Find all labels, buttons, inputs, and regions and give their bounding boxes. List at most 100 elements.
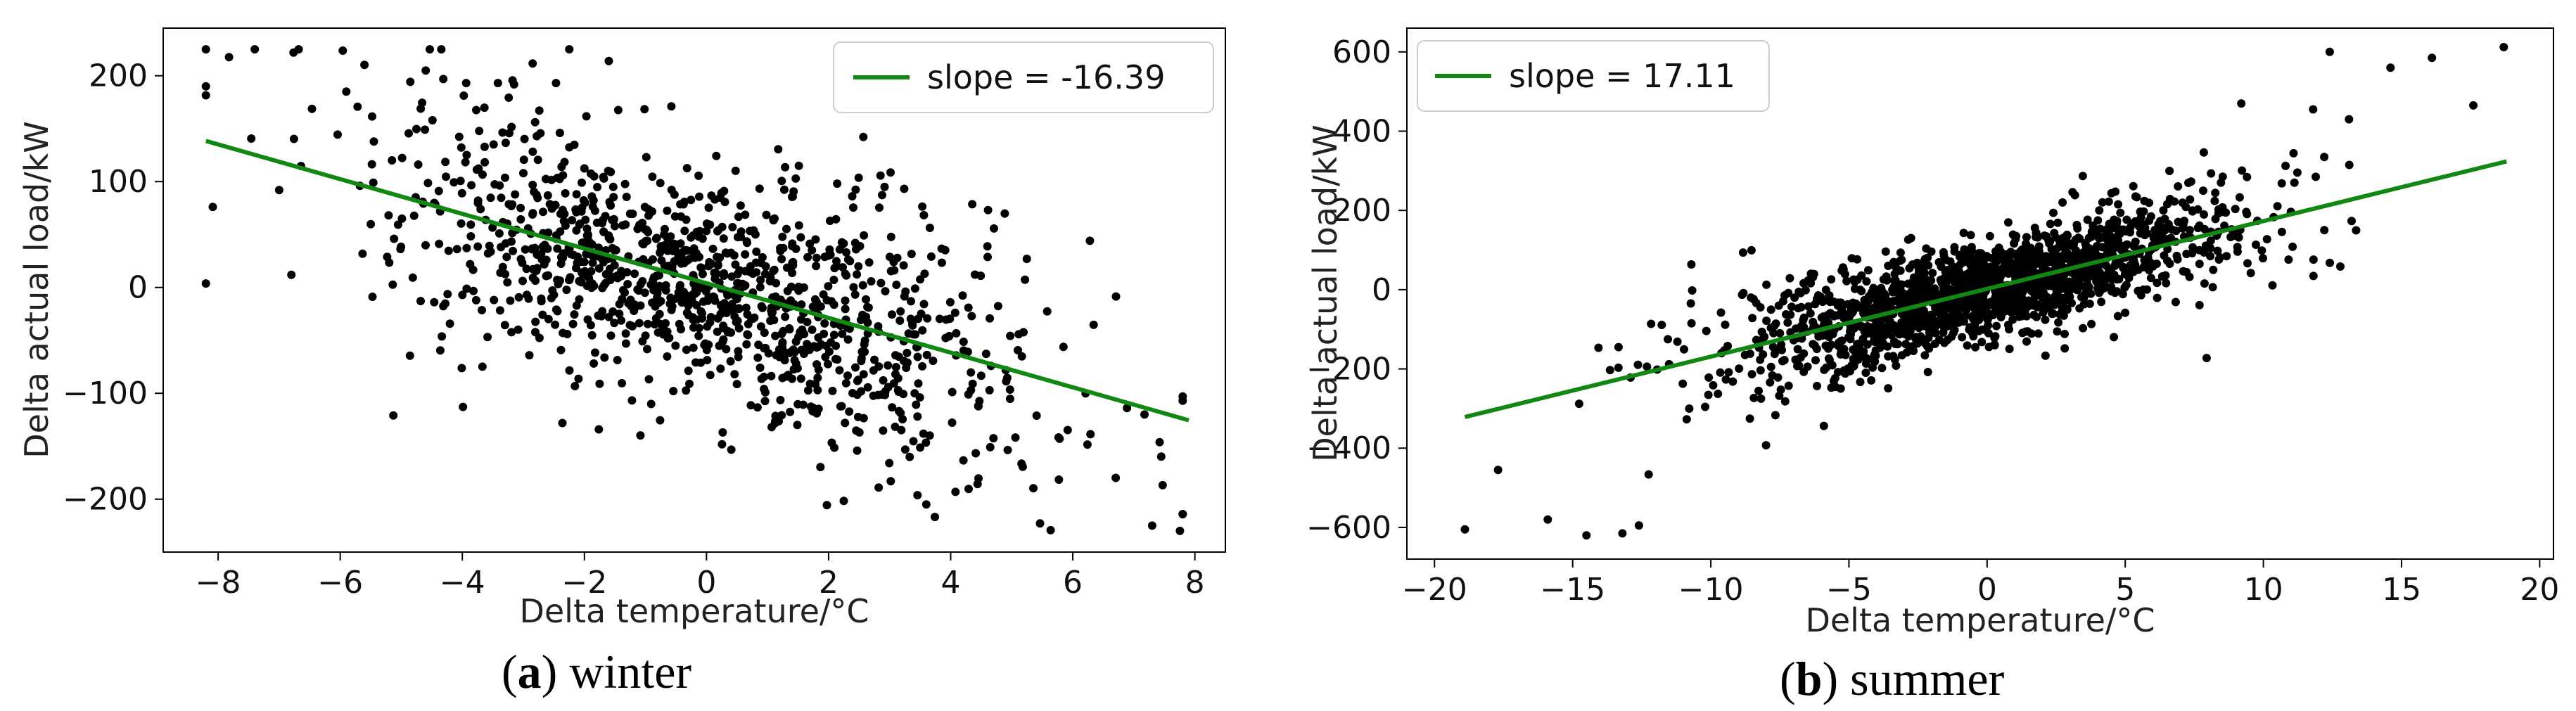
panel-a-data-point <box>537 297 546 306</box>
panel-a-data-point <box>521 245 530 254</box>
panel-b-data-point <box>1877 364 1887 373</box>
panel-a-data-point <box>845 407 854 416</box>
panel-a-data-point <box>794 282 803 291</box>
panel-a-data-point <box>900 445 910 454</box>
panel-b-data-point <box>2104 197 2113 206</box>
panel-b-data-point <box>2017 250 2027 260</box>
panel-a-data-point <box>473 196 483 205</box>
panel-a-data-point <box>358 249 367 258</box>
panel-b-data-point <box>1761 441 1771 450</box>
panel-b-data-point <box>1977 338 1987 347</box>
panel-a-data-point <box>764 349 773 358</box>
panel-a-data-point <box>458 290 467 300</box>
panel-a-data-point <box>770 418 779 428</box>
panel-a-data-point <box>580 238 589 247</box>
panel-a-data-point <box>1046 525 1055 534</box>
panel-b-data-point <box>2112 217 2122 226</box>
panel-b-data-point <box>1901 340 1911 349</box>
panel-b-data-point <box>1894 280 1903 289</box>
panel-a-data-point <box>511 190 520 199</box>
panel-b-data-point <box>2049 208 2058 217</box>
panel-a-y-tick-label: 200 <box>89 58 148 94</box>
panel-a-data-point <box>821 352 830 361</box>
panel-a-data-point <box>618 221 627 230</box>
panel-b-data-point <box>1804 302 1813 311</box>
panel-b-data-point <box>2173 255 2182 264</box>
panel-a-data-point <box>604 312 613 321</box>
panel-b-x-tick-label: 0 <box>1977 572 1997 608</box>
panel-a-data-point <box>791 174 801 183</box>
panel-a-data-point <box>691 358 700 367</box>
panel-b-data-point <box>1890 269 1899 278</box>
panel-b-data-point <box>2233 243 2242 252</box>
panel-b-data-point <box>2087 319 2096 328</box>
panel-b-data-point <box>2063 231 2072 240</box>
panel-a-data-point <box>434 186 443 196</box>
panel-b-data-point <box>2208 283 2217 292</box>
panel-b-data-point <box>2428 53 2437 63</box>
panel-a-data-point <box>713 327 722 336</box>
panel-a-data-point <box>886 232 895 241</box>
panel-a-data-point <box>778 232 787 241</box>
panel-a-data-point <box>874 483 884 492</box>
panel-b-data-point <box>2188 206 2197 215</box>
panel-a-data-point <box>589 359 599 368</box>
panel-b-data-point <box>2312 172 2320 181</box>
panel-a-data-point <box>608 182 618 191</box>
panel-b-data-point <box>1806 269 1816 278</box>
panel-a-data-point <box>897 425 906 435</box>
panel-a-data-point <box>698 269 707 278</box>
panel-a-data-point <box>544 228 553 237</box>
panel-a-data-point <box>619 286 627 295</box>
panel-a-data-point <box>842 271 851 280</box>
panel-a-data-point <box>1003 445 1012 454</box>
panel-a-data-point <box>531 317 540 326</box>
panel-b-data-point <box>2112 238 2122 246</box>
panel-a-data-point <box>208 203 217 212</box>
panel-a-data-point <box>712 151 721 160</box>
panel-a-data-point <box>599 281 608 290</box>
panel-b-data-point <box>2200 210 2208 219</box>
panel-b-data-point <box>2055 309 2064 319</box>
panel-b-data-point <box>2284 255 2293 264</box>
panel-a-data-point <box>604 167 613 175</box>
panel-b-data-point <box>2110 288 2119 297</box>
panel-a-data-point <box>913 352 922 361</box>
panel-a-data-point <box>643 345 651 354</box>
panel-b-data-point <box>1909 347 1918 355</box>
panel-a-x-tick-label: 8 <box>1185 565 1205 601</box>
panel-b-data-point <box>1833 368 1842 377</box>
panel-a-data-point <box>753 353 763 362</box>
panel-a-data-point <box>730 370 739 379</box>
panel-b-data-point <box>2080 248 2089 257</box>
panel-a-data-point <box>500 173 509 182</box>
panel-a-data-point <box>471 295 480 305</box>
panel-a-data-point <box>909 330 918 339</box>
panel-a-data-point <box>406 77 415 87</box>
panel-a-data-point <box>876 171 885 180</box>
panel-b-data-point <box>1784 381 1793 390</box>
panel-a-data-point <box>732 380 741 389</box>
panel-a-data-point <box>846 257 855 266</box>
panel-b-data-point <box>1888 286 1897 294</box>
panel-b-data-point <box>2207 169 2216 178</box>
panel-a-data-point <box>514 293 523 302</box>
panel-a-data-point <box>1155 437 1164 447</box>
panel-b-caption: (b) summer <box>1780 652 2005 705</box>
panel-a-y-tick-label: 0 <box>128 270 148 306</box>
panel-a-data-point <box>504 93 514 102</box>
panel-a-data-point <box>788 269 797 278</box>
panel-b-data-point <box>1902 348 1911 357</box>
panel-a-data-point <box>633 285 642 294</box>
panel-a-data-point <box>528 59 537 68</box>
panel-b-data-point <box>2172 226 2181 236</box>
panel-a-data-point <box>640 105 649 114</box>
panel-a-data-point <box>829 276 839 284</box>
panel-a-data-point <box>719 335 728 344</box>
panel-a-data-point <box>902 364 911 372</box>
panel-b-data-point <box>1937 278 1946 288</box>
panel-a-data-point <box>569 250 578 260</box>
panel-a-data-point <box>857 354 866 363</box>
panel-a-data-point <box>860 336 869 345</box>
panel-b-data-point <box>1785 274 1794 283</box>
